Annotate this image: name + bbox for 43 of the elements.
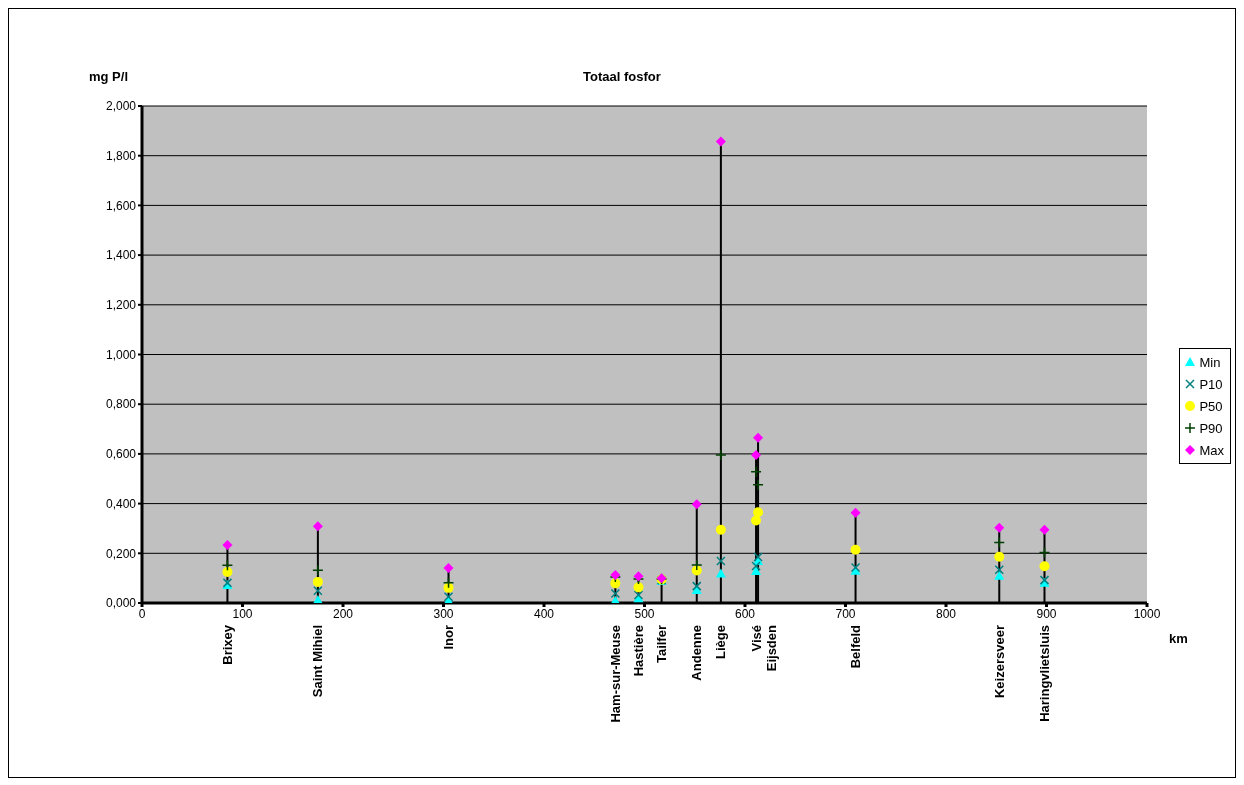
y-tick-label: 0,800: [105, 397, 137, 412]
chart-title: Totaal fosfor: [583, 69, 661, 84]
legend-label: P90: [1199, 420, 1223, 436]
y-axis-title: mg P/l: [89, 69, 129, 84]
x-tick-label: 0: [138, 606, 146, 621]
annotation: Haringvlietsluis: [1036, 625, 1052, 722]
annotation: Inor: [441, 625, 457, 650]
y-tick-label: 2,000: [105, 99, 137, 114]
y-tick-label: 0,600: [105, 447, 137, 462]
annotation: Ham-sur-Meuse: [607, 625, 623, 723]
y-tick-label: 0,000: [105, 596, 137, 611]
x-tick-label: 200: [332, 606, 354, 621]
y-tick-label: 0,400: [105, 496, 137, 511]
y-tick-label: 0,200: [105, 546, 137, 561]
legend-label: Max: [1199, 442, 1224, 458]
annotation: Brixey: [219, 624, 235, 665]
annotation: Saint Mihiel: [310, 625, 326, 698]
y-tick-label: 1,400: [105, 248, 137, 263]
x-tick-label: 100: [232, 606, 253, 621]
x-tick-label: 800: [935, 606, 957, 621]
annotation: Hastière: [630, 625, 646, 677]
legend-label: P50: [1199, 398, 1223, 414]
annotation: Keizersveer: [991, 625, 1007, 698]
x-tick-label: 500: [634, 606, 655, 621]
y-tick-label: 1,000: [105, 347, 137, 362]
annotation: Liège: [713, 625, 729, 659]
annotation: Eijsden: [763, 624, 779, 672]
x-tick-label: 400: [533, 606, 555, 621]
y-tick-label: 1,200: [105, 298, 137, 313]
y-tick-label: 1,800: [105, 148, 137, 163]
annotation: Tailfer: [654, 625, 670, 664]
annotation: Belfeld: [848, 624, 864, 669]
y-tick-label: 1,600: [105, 198, 137, 213]
annotation: Andenne: [689, 625, 705, 681]
x-tick-label: 600: [734, 606, 756, 621]
x-tick-label: 300: [433, 606, 454, 621]
x-tick-label: 1000: [1133, 606, 1161, 621]
x-tick-label: 700: [835, 606, 856, 621]
x-axis-title: km: [1169, 631, 1188, 646]
x-tick-label: 900: [1036, 606, 1057, 621]
legend-label: P10: [1199, 376, 1223, 392]
annotation: Visé: [748, 625, 764, 652]
legend-label: Min: [1199, 354, 1221, 370]
